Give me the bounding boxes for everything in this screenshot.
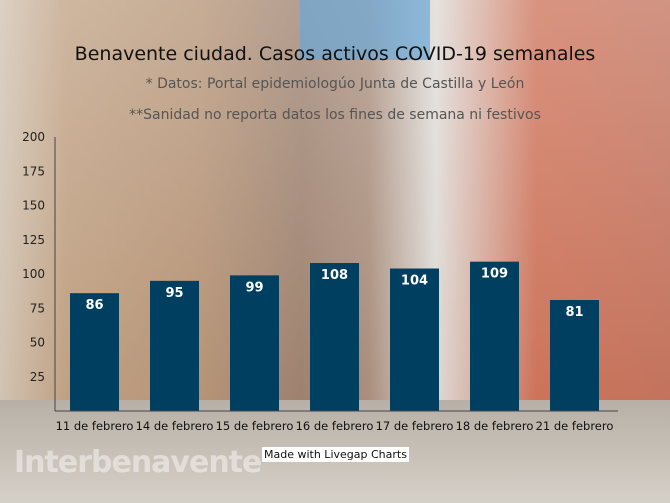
x-tick-label: 21 de febrero [536, 419, 614, 433]
bar[interactable] [390, 268, 439, 411]
chart-title: Benavente ciudad. Casos activos COVID-19… [75, 43, 596, 65]
sky [300, 0, 430, 60]
x-tick-label: 16 de febrero [296, 419, 374, 433]
bar[interactable] [70, 293, 119, 411]
bar-value-label: 81 [565, 305, 583, 320]
chart-subtitle-2: **Sanidad no reporta datos los fines de … [129, 107, 541, 123]
bar[interactable] [470, 261, 519, 411]
bar[interactable] [550, 300, 599, 411]
y-tick-label: 75 [30, 301, 45, 315]
y-tick-label: 175 [22, 164, 45, 178]
credit-label[interactable]: Made with Livegap Charts [262, 447, 409, 462]
x-tick-label: 11 de febrero [56, 419, 134, 433]
x-tick-label: 18 de febrero [456, 419, 534, 433]
y-tick-label: 100 [22, 267, 45, 281]
y-tick-label: 150 [22, 199, 45, 213]
bar-value-label: 99 [245, 280, 263, 295]
y-tick-label: 25 [30, 370, 45, 384]
bar-value-label: 86 [85, 298, 103, 313]
bar[interactable] [230, 275, 279, 411]
bar-value-label: 95 [165, 286, 183, 301]
x-tick-label: 14 de febrero [136, 419, 214, 433]
y-tick-label: 200 [22, 130, 45, 144]
bar-value-label: 109 [481, 267, 508, 282]
chart-subtitle: * Datos: Portal epidemiologúo Junta de C… [146, 76, 525, 92]
y-tick-label: 125 [22, 233, 45, 247]
bar-value-label: 104 [401, 274, 428, 289]
watermark-logo: Interbenavente [14, 445, 262, 480]
bar[interactable] [150, 280, 199, 411]
x-tick-label: 17 de febrero [376, 419, 454, 433]
bar-value-label: 108 [321, 268, 348, 283]
bar[interactable] [310, 263, 359, 411]
y-tick-label: 50 [30, 336, 45, 350]
x-tick-label: 15 de febrero [216, 419, 294, 433]
